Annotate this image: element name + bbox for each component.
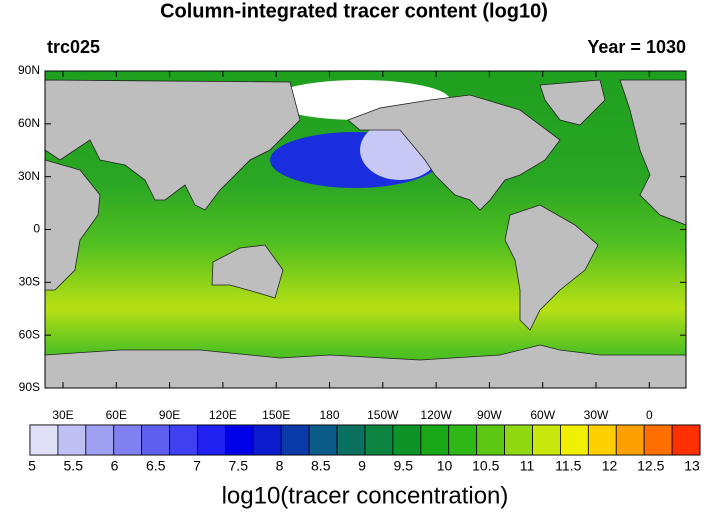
colorbar-title: log10(tracer concentration) [222, 482, 509, 509]
colorbar-box [364, 424, 394, 456]
colorbar-box [29, 424, 59, 456]
colorbar-label: 11 [520, 458, 535, 474]
colorbar-box [113, 424, 143, 456]
colorbar-box [57, 424, 87, 456]
colorbar-box [476, 424, 505, 456]
lon-label: 180 [319, 408, 339, 422]
lat-label: 90S [19, 380, 40, 394]
title: Column-integrated tracer content (log10) [160, 0, 548, 22]
colorbar-box [448, 424, 478, 456]
colorbar-box [560, 424, 589, 456]
colorbar-box [392, 424, 422, 456]
lat-label: 60S [19, 327, 40, 341]
colorbar-box [615, 424, 645, 456]
colorbar-box [308, 424, 338, 456]
colorbar-label: 9.5 [394, 458, 414, 474]
colorbar-box [671, 424, 701, 456]
colorbar-box [504, 424, 533, 456]
lat-label: 30S [19, 275, 40, 289]
colorbar-label: 6.5 [146, 458, 166, 474]
colorbar-label: 6 [111, 458, 119, 474]
lon-label: 60W [530, 408, 555, 422]
colorbar-box [336, 424, 366, 456]
colorbar-box [85, 424, 115, 456]
lon-label: 90W [477, 408, 502, 422]
colorbar-box [141, 424, 170, 456]
colorbar-label: 8.5 [311, 458, 331, 474]
colorbar-box [532, 424, 561, 456]
lat-label: 30N [18, 169, 40, 183]
antarctica [44, 344, 687, 389]
colorbar-label: 7.5 [229, 458, 249, 474]
colorbar-label: 12.5 [637, 458, 664, 474]
colorbar-label: 7 [193, 458, 201, 474]
colorbar-label: 10 [437, 458, 453, 474]
colorbar-label: 10.5 [472, 458, 499, 474]
colorbar-box [169, 424, 198, 456]
north-america [347, 94, 561, 211]
colorbar-box [587, 424, 617, 456]
australia [211, 244, 284, 299]
right-string: Year = 1030 [587, 37, 686, 57]
lat-label: 0 [33, 222, 40, 236]
lon-label: 90E [159, 408, 180, 422]
colorbar-label: 5 [28, 458, 36, 474]
colorbar-box [643, 424, 673, 456]
lon-label: 120E [209, 408, 237, 422]
lat-label: 90N [18, 63, 40, 77]
lon-label: 0 [646, 408, 653, 422]
colorbar-label: 9 [358, 458, 366, 474]
colorbar-label: 13 [684, 458, 700, 474]
colorbar-box [225, 424, 254, 456]
colorbar-label: 8 [276, 458, 284, 474]
colorbar-label: 12 [602, 458, 618, 474]
colorbar-box [197, 424, 226, 456]
south-america [504, 204, 599, 331]
lon-label: 120W [420, 408, 452, 422]
eurasia [44, 79, 301, 211]
africa-east [44, 159, 101, 291]
colorbar-box [252, 424, 282, 456]
lon-label: 30E [52, 408, 73, 422]
lon-label: 150E [262, 408, 290, 422]
left-string: trc025 [47, 37, 100, 57]
lon-label: 60E [106, 408, 127, 422]
lat-label: 60N [18, 116, 40, 130]
colorbar-box [420, 424, 450, 456]
lon-label: 150W [367, 408, 399, 422]
colorbar-box [280, 424, 310, 456]
greenland [539, 79, 606, 126]
lon-label: 30W [584, 408, 609, 422]
colorbar-label: 11.5 [555, 458, 581, 474]
colorbar-label: 5.5 [64, 458, 84, 474]
map-area [44, 70, 687, 389]
